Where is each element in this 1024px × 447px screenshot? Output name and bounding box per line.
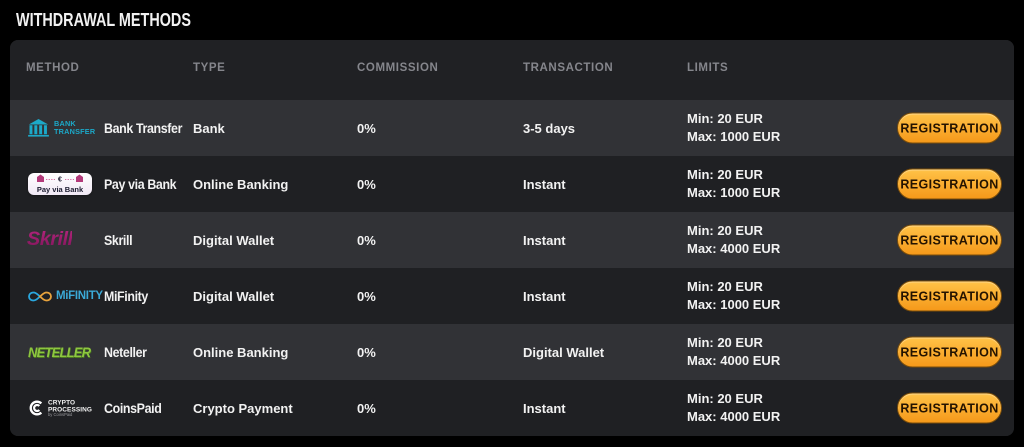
svg-text:€: € — [58, 177, 62, 184]
